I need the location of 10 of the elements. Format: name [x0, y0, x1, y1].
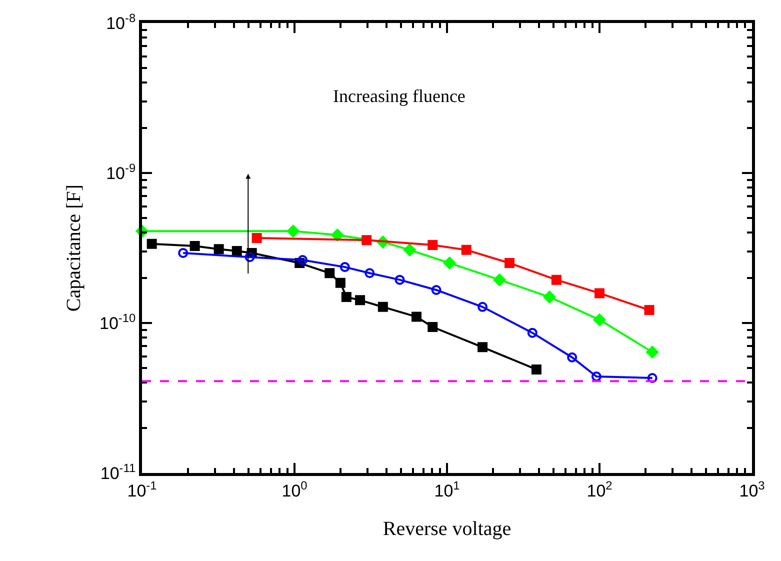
x-tick-label: 10$^{0}$ — [282, 478, 308, 500]
annotation: Increasing fluence — [333, 86, 466, 106]
x-axis-title: Reverse voltage — [382, 518, 512, 540]
y-tick-label: 10$^{-10}$ — [99, 310, 136, 333]
x-tick-label: 10$^{1}$ — [434, 478, 460, 500]
y-axis-title: Capacitance [F] — [62, 184, 85, 312]
y-tick-label: 10$^{-8}$ — [106, 10, 136, 33]
y-tick-label: 10$^{-9}$ — [106, 160, 136, 183]
x-tick-label: 10$^{3}$ — [739, 478, 766, 500]
x-tick-label: 10$^{2}$ — [586, 478, 613, 500]
